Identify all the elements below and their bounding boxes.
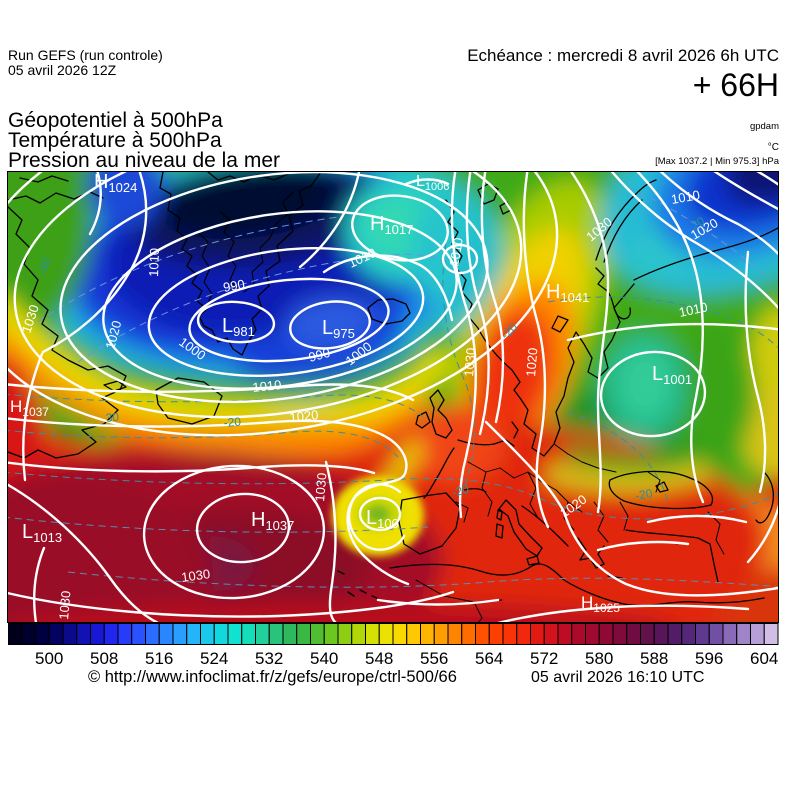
svg-text:1020: 1020 bbox=[523, 347, 540, 377]
svg-text:20: 20 bbox=[689, 214, 708, 233]
svg-text:-20: -20 bbox=[223, 415, 242, 430]
svg-text:H1037: H1037 bbox=[251, 509, 294, 533]
svg-text:990: 990 bbox=[222, 276, 246, 295]
svg-text:1010: 1010 bbox=[252, 377, 282, 395]
svg-text:1020: 1020 bbox=[102, 319, 124, 351]
svg-text:990: 990 bbox=[307, 345, 332, 365]
svg-text:30: 30 bbox=[105, 410, 120, 425]
svg-text:1020: 1020 bbox=[289, 407, 319, 425]
svg-text:1010: 1010 bbox=[146, 248, 162, 277]
svg-text:1010: 1010 bbox=[446, 236, 466, 267]
svg-text:-30: -30 bbox=[35, 256, 54, 277]
svg-text:1030: 1030 bbox=[312, 472, 329, 502]
svg-text:1030: 1030 bbox=[461, 347, 478, 377]
svg-text:-20: -20 bbox=[634, 486, 654, 503]
svg-text:1010: 1010 bbox=[670, 187, 701, 207]
svg-text:-20: -20 bbox=[450, 482, 471, 500]
svg-text:1030: 1030 bbox=[56, 590, 73, 620]
svg-text:1010: 1010 bbox=[678, 299, 709, 320]
svg-text:1030: 1030 bbox=[180, 566, 211, 585]
